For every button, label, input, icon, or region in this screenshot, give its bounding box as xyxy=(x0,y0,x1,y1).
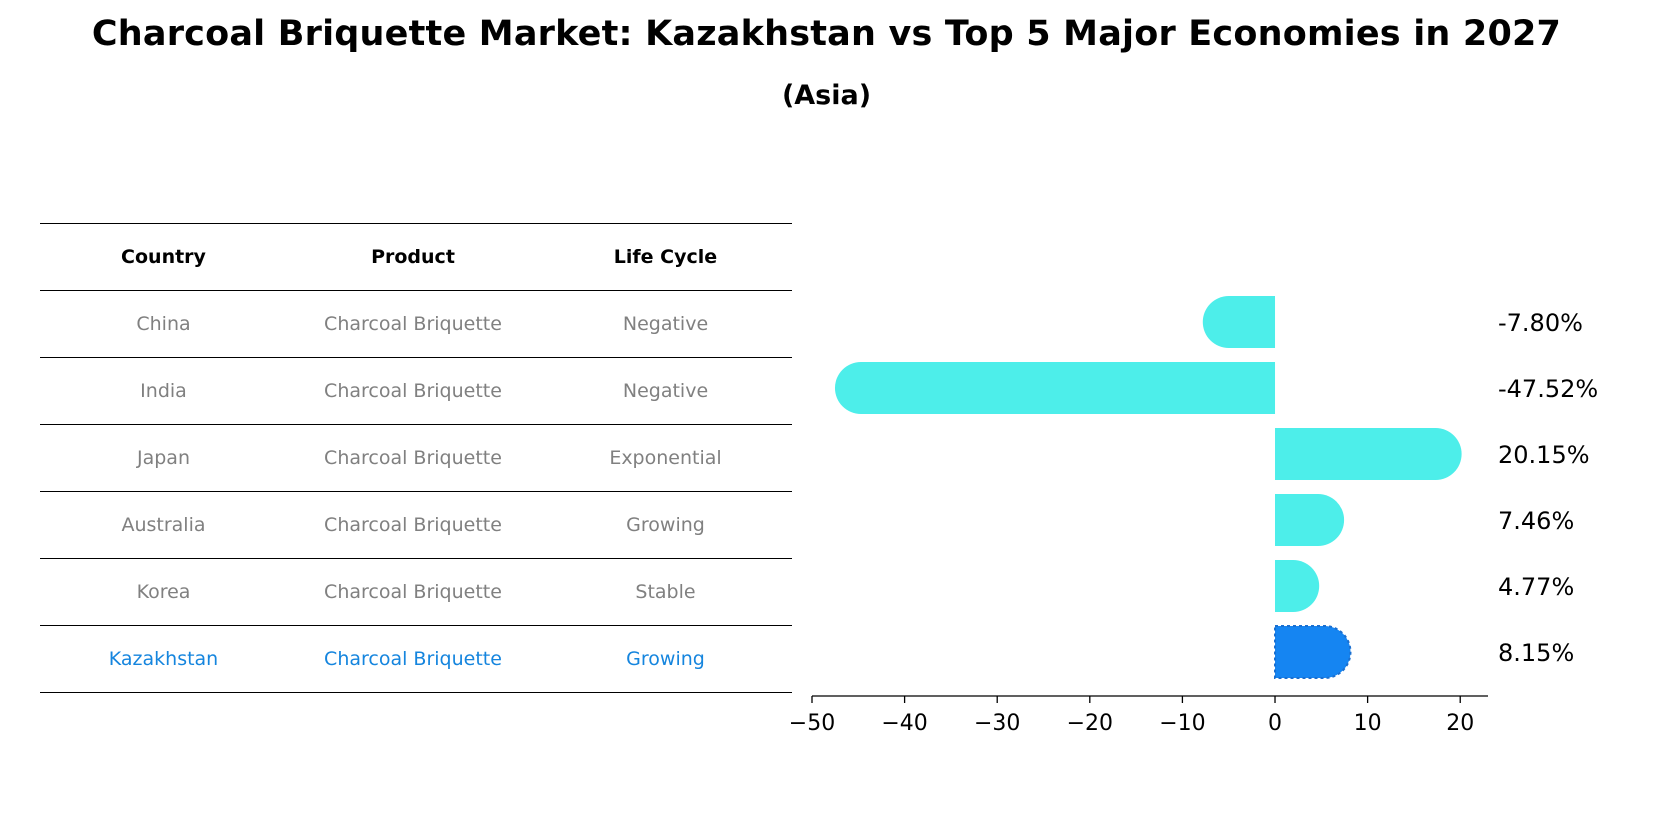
header-product: Product xyxy=(371,246,455,268)
country-cell: India xyxy=(140,380,187,402)
x-tick-label: 0 xyxy=(1268,711,1282,736)
lifecycle-table: Country Product Life Cycle China Charcoa… xyxy=(40,223,792,693)
bar-korea xyxy=(1275,560,1320,612)
country-cell: China xyxy=(136,313,191,335)
life-cycle-cell: Stable xyxy=(635,581,696,603)
table-header-row: Country Product Life Cycle xyxy=(40,223,792,290)
chart-title: Charcoal Briquette Market: Kazakhstan vs… xyxy=(91,14,1562,54)
country-cell: Australia xyxy=(121,514,206,536)
product-cell: Charcoal Briquette xyxy=(324,514,502,536)
country-cell: Japan xyxy=(137,447,190,469)
product-cell: Charcoal Briquette xyxy=(324,648,502,670)
bar-india xyxy=(834,362,1276,414)
bar-china xyxy=(1202,296,1276,348)
bar-australia xyxy=(1275,494,1345,546)
life-cycle-cell: Exponential xyxy=(609,447,722,469)
table-row: Korea Charcoal Briquette Stable xyxy=(40,558,792,625)
x-tick-label: −50 xyxy=(789,711,835,736)
product-cell: Charcoal Briquette xyxy=(324,581,502,603)
header-life-cycle: Life Cycle xyxy=(613,246,718,268)
value-label: 8.15% xyxy=(1498,639,1574,667)
x-tick-label: 10 xyxy=(1354,711,1382,736)
value-label: -47.52% xyxy=(1498,375,1598,403)
bar-kazakhstan xyxy=(1274,625,1352,679)
table-row-highlight: Kazakhstan Charcoal Briquette Growing xyxy=(40,625,792,693)
x-tick-label: 20 xyxy=(1446,711,1474,736)
value-label: 7.46% xyxy=(1498,507,1574,535)
x-tick-label: −20 xyxy=(1067,711,1113,736)
product-cell: Charcoal Briquette xyxy=(324,447,502,469)
value-label: 20.15% xyxy=(1498,441,1590,469)
country-cell: Kazakhstan xyxy=(108,648,219,670)
life-cycle-cell: Growing xyxy=(626,514,705,536)
life-cycle-cell: Negative xyxy=(622,313,709,335)
life-cycle-cell: Negative xyxy=(622,380,709,402)
value-label: -7.80% xyxy=(1498,309,1583,337)
x-tick-label: −40 xyxy=(881,711,927,736)
table-row: China Charcoal Briquette Negative xyxy=(40,290,792,357)
x-tick-label: −30 xyxy=(974,711,1020,736)
x-tick-label: −10 xyxy=(1159,711,1205,736)
table-row: Australia Charcoal Briquette Growing xyxy=(40,491,792,558)
table-row: India Charcoal Briquette Negative xyxy=(40,357,792,424)
country-cell: Korea xyxy=(136,581,191,603)
table-row: Japan Charcoal Briquette Exponential xyxy=(40,424,792,491)
header-country: Country xyxy=(121,246,206,268)
product-cell: Charcoal Briquette xyxy=(324,313,502,335)
value-label: 4.77% xyxy=(1498,573,1574,601)
chart-subtitle: (Asia) xyxy=(781,80,872,111)
product-cell: Charcoal Briquette xyxy=(324,380,502,402)
life-cycle-cell: Growing xyxy=(626,648,705,670)
bar-japan xyxy=(1275,428,1462,480)
